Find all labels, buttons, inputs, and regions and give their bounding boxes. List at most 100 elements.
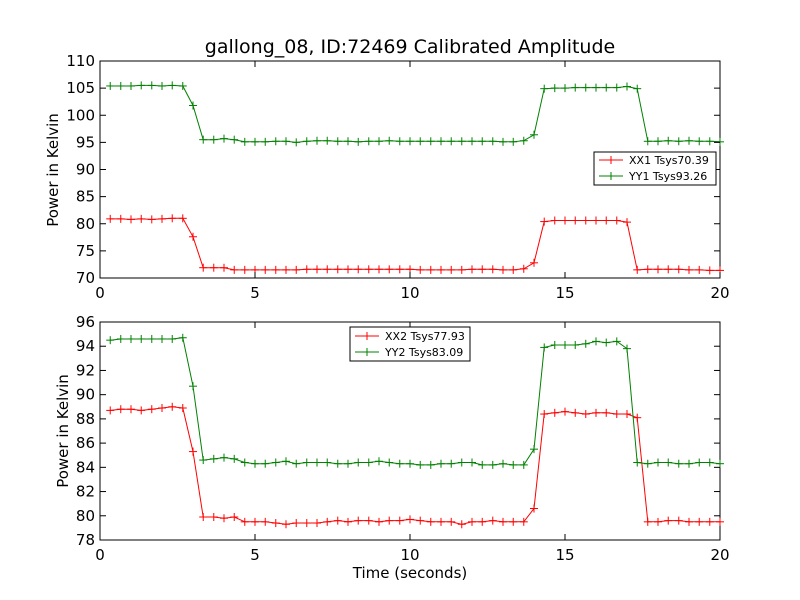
bottom-y-tick-label-84: 84	[76, 458, 95, 476]
top-series-0-point-22	[333, 265, 342, 274]
bottom-series-0-point-25	[364, 516, 373, 525]
bottom-series-1-point-34	[457, 458, 466, 467]
chart-title: gallong_08, ID:72469 Calibrated Amplitud…	[205, 36, 615, 58]
bottom-series-1-point-35	[468, 458, 476, 467]
top-series-0-point-20	[313, 265, 321, 274]
top-series-0-point-46	[581, 216, 590, 225]
bottom-series-0-point-30	[416, 516, 425, 525]
bottom-series-0-point-28	[395, 516, 404, 525]
bottom-series-0-point-41	[530, 504, 538, 513]
bottom-series-1-point-12	[230, 454, 239, 463]
bottom-series-0-point-16	[271, 519, 280, 528]
top-y-tick-label-80: 80	[76, 215, 95, 233]
bottom-series-0-point-35	[468, 517, 476, 526]
top-series-0-point-56	[685, 265, 693, 274]
bottom-series-1-point-46	[581, 339, 590, 348]
top-series-0-point-49	[612, 216, 621, 225]
top-series-1-point-43	[550, 84, 559, 93]
top-series-1-point-51	[633, 84, 642, 93]
top-series-1-point-2	[127, 81, 135, 90]
bottom-y-tick-label-78: 78	[76, 531, 95, 549]
bottom-series-0-point-22	[333, 516, 342, 525]
bottom-series-0-point-11	[220, 514, 228, 523]
bottom-series-1-point-48	[602, 338, 611, 347]
bottom-series-1-point-44	[561, 341, 569, 350]
top-series-1-point-40	[519, 136, 528, 145]
top-series-1-point-53	[654, 137, 662, 146]
bottom-series-0-point-18	[292, 519, 301, 528]
top-series-0-point-27	[385, 265, 394, 274]
top-series-1-point-23	[344, 137, 352, 146]
top-series-1-point-21	[323, 136, 332, 145]
top-x-tick-label-20: 20	[710, 284, 729, 302]
top-series-0-point-12	[230, 265, 239, 274]
top-series-1-point-32	[437, 137, 445, 146]
top-series-0-point-23	[344, 265, 352, 274]
top-y-tick-label-85: 85	[76, 188, 95, 206]
bottom-series-0-point-49	[612, 410, 621, 419]
bottom-series-1-point-56	[685, 459, 693, 468]
top-series-1-point-19	[302, 137, 311, 146]
top-series-1-point-30	[416, 137, 425, 146]
bottom-series-0-point-14	[251, 517, 259, 526]
bottom-series-0-point-51	[633, 413, 642, 422]
bottom-series-1-point-25	[364, 458, 373, 467]
bottom-series-0-point-0	[106, 406, 115, 415]
bottom-series-1-point-37	[488, 460, 497, 469]
legend-label-xx2: XX2 Tsys77.93	[385, 330, 465, 343]
top-series-0-point-42	[540, 217, 549, 226]
bottom-series-1-point-33	[447, 459, 456, 468]
top-series-0-point-8	[189, 232, 197, 241]
legend-label-yy2: YY2 Tsys83.09	[384, 346, 463, 359]
top-y-tick-label-100: 100	[66, 106, 95, 124]
bottom-y-tick-label-80: 80	[76, 507, 95, 525]
top-series-1-point-38	[499, 137, 507, 146]
bottom-series-1-point-43	[550, 341, 559, 350]
top-series-1-point-58	[705, 137, 714, 146]
bottom-series-0-point-40	[519, 517, 528, 526]
top-series-1-point-17	[282, 137, 290, 146]
top-series-0-point-26	[375, 265, 383, 274]
top-series-0-point-38	[499, 265, 507, 274]
bottom-series-0-point-33	[447, 517, 456, 526]
top-series-0-point-57	[695, 265, 704, 274]
top-series-0-point-18	[292, 265, 301, 274]
top-series-0-point-45	[571, 216, 580, 225]
top-legend-box	[593, 151, 717, 186]
top-series-0-point-5	[158, 214, 166, 223]
bottom-series-1-point-31	[426, 460, 435, 469]
bottom-series-0-point-21	[323, 517, 332, 526]
bottom-x-tick-label-0: 0	[95, 546, 105, 564]
top-series-1-point-59	[716, 137, 724, 146]
top-series-1-point-10	[209, 135, 218, 144]
bottom-series-1-point-50	[623, 344, 631, 353]
bottom-series-0-point-8	[189, 447, 197, 456]
top-series-1-point-49	[612, 83, 621, 92]
top-series-0-point-35	[468, 265, 476, 274]
bottom-series-1-point-55	[674, 459, 683, 468]
bottom-series-0-point-53	[654, 517, 662, 526]
top-series-1-point-56	[685, 136, 693, 145]
bottom-x-tick-label-15: 15	[555, 546, 574, 564]
bottom-series-0-point-1	[116, 405, 125, 414]
bottom-series-0-point-32	[437, 517, 445, 526]
bottom-series-1-point-57	[695, 458, 704, 467]
top-panel: 0 5 10 15 20 70 75 80 85 90 95 100 105 110 Power in K…	[44, 52, 730, 302]
bottom-series-1-point-52	[643, 459, 652, 468]
bottom-series-0-point-58	[705, 517, 714, 526]
top-y-tick-label-105: 105	[66, 79, 95, 97]
bottom-x-tick-label-10: 10	[400, 546, 419, 564]
bottom-series-1-point-24	[354, 458, 363, 467]
top-series-0-point-44	[561, 216, 569, 225]
top-series-1-point-3	[137, 81, 146, 90]
top-series-0-point-39	[509, 265, 518, 274]
top-series-1-point-34	[457, 137, 466, 146]
top-series-0-point-6	[168, 214, 177, 223]
top-series-1-point-28	[395, 137, 404, 146]
top-series-1-point-4	[147, 81, 156, 90]
bottom-series-0-point-43	[550, 408, 559, 417]
bottom-x-tick-label-5: 5	[250, 546, 260, 564]
bottom-series-0-point-7	[178, 403, 187, 412]
top-series-0-point-9	[199, 263, 208, 272]
